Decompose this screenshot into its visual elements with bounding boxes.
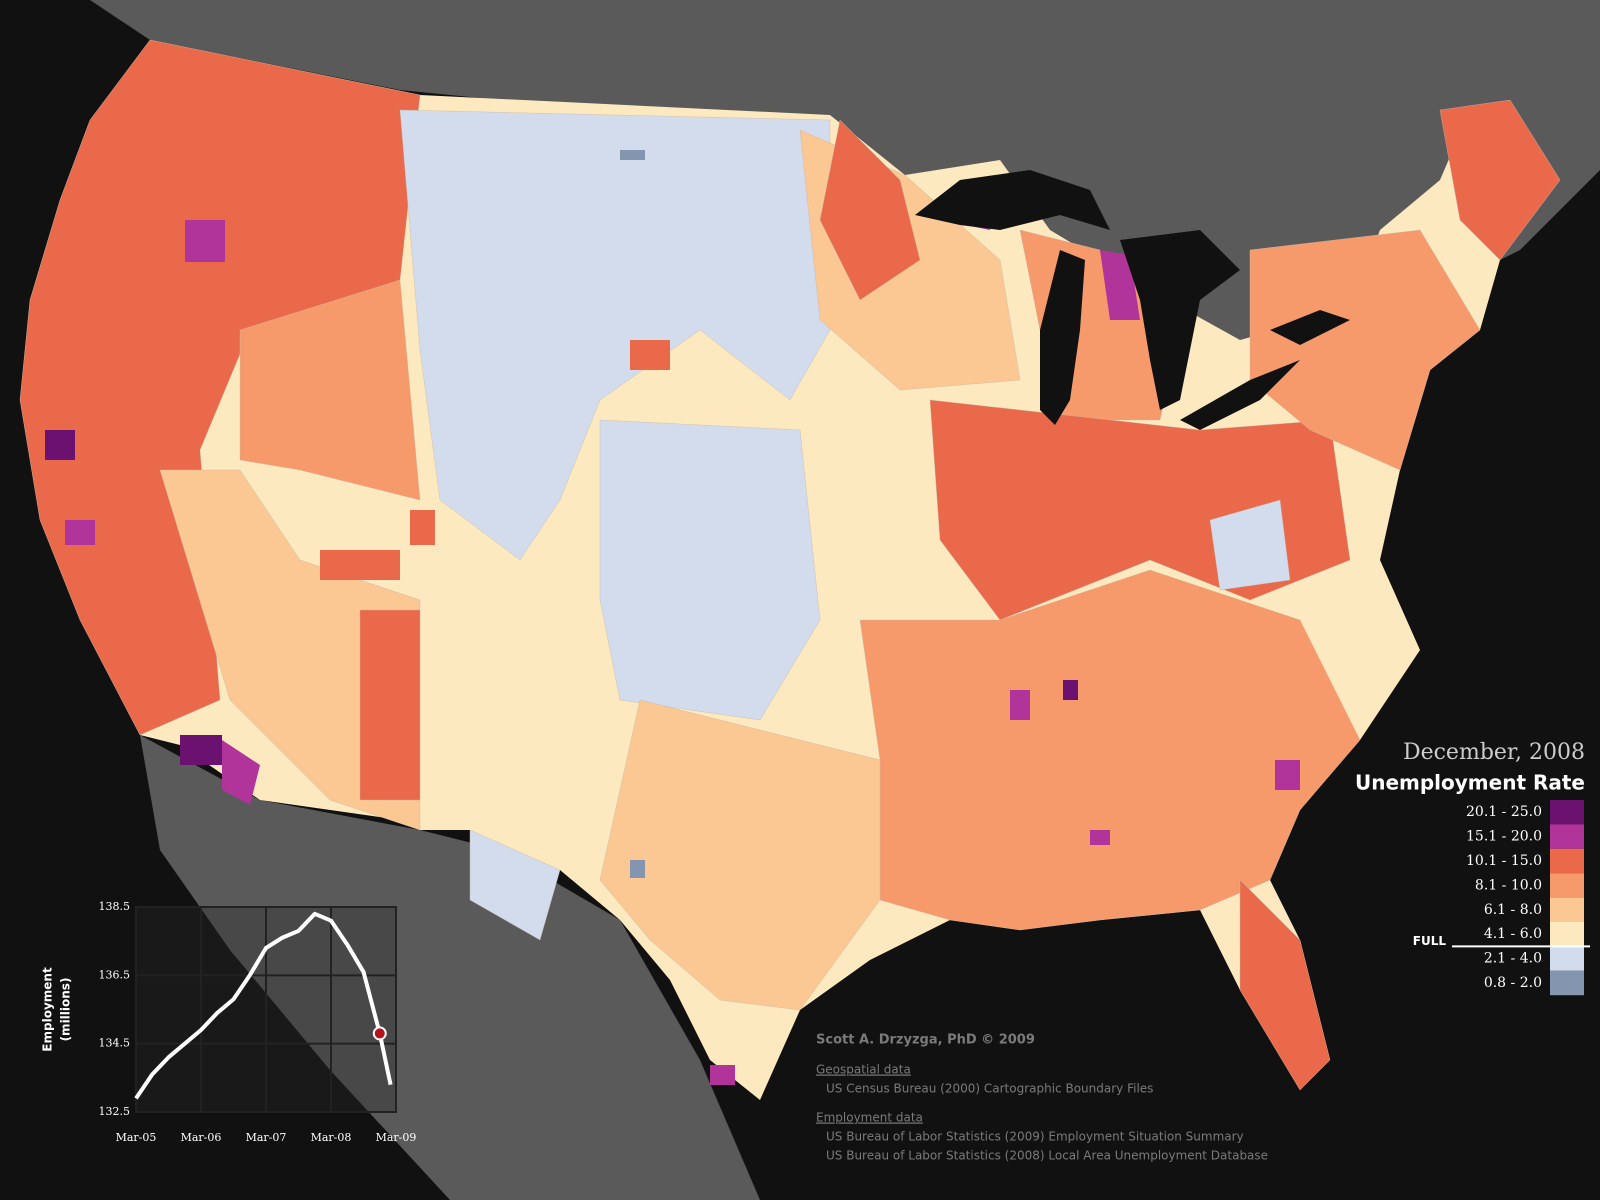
lake-michigan bbox=[1040, 250, 1085, 425]
map-region bbox=[1010, 690, 1030, 720]
legend-swatch bbox=[1550, 970, 1584, 996]
map-region bbox=[359, 609, 421, 801]
current-marker bbox=[372, 1026, 387, 1041]
map-region bbox=[320, 550, 400, 580]
map-region bbox=[1209, 499, 1291, 591]
map-region bbox=[620, 150, 645, 160]
y-tick-label: 132.5 bbox=[99, 1105, 131, 1118]
map-region bbox=[185, 220, 225, 262]
y-tick-label: 136.5 bbox=[99, 968, 131, 981]
legend-label: 6.1 - 8.0 bbox=[1484, 902, 1542, 918]
map-region bbox=[859, 569, 1361, 931]
map-region bbox=[180, 735, 222, 765]
map-region bbox=[239, 279, 421, 501]
x-tick-label: Mar-07 bbox=[246, 1131, 287, 1144]
great-lakes bbox=[915, 170, 1350, 430]
canada bbox=[90, 0, 1600, 380]
credit-heading: Employment data bbox=[816, 1111, 923, 1125]
credit-heading: Geospatial data bbox=[816, 1063, 911, 1077]
map-region bbox=[819, 119, 921, 301]
legend-swatch bbox=[1550, 922, 1584, 947]
x-tick-label: Mar-06 bbox=[181, 1131, 222, 1144]
legend-swatch bbox=[1550, 800, 1584, 825]
map-region bbox=[410, 510, 435, 545]
credits: Scott A. Drzyzga, PhD © 2009 Geospatial d… bbox=[816, 1033, 1268, 1163]
legend-title: Unemployment Rate bbox=[1355, 771, 1585, 795]
legend-swatch bbox=[1550, 946, 1584, 971]
legend-swatch bbox=[1550, 848, 1584, 874]
mexico bbox=[140, 735, 760, 1200]
legend-label: 20.1 - 25.0 bbox=[1466, 804, 1542, 820]
legend-label: 8.1 - 10.0 bbox=[1475, 877, 1542, 893]
y-axis-label: Employment bbox=[41, 967, 55, 1052]
legend-label: 0.8 - 2.0 bbox=[1484, 975, 1542, 991]
lake-erie bbox=[1180, 360, 1300, 430]
credit-author: Scott A. Drzyzga, PhD © 2009 bbox=[816, 1033, 1035, 1048]
map-region bbox=[710, 1065, 735, 1085]
map-region bbox=[599, 419, 821, 721]
y-axis-label: (millions) bbox=[59, 978, 73, 1042]
lake-ontario bbox=[1270, 310, 1350, 345]
map-region bbox=[469, 829, 561, 941]
map-region bbox=[1063, 680, 1078, 700]
map-region bbox=[222, 740, 260, 805]
map-region bbox=[1275, 760, 1300, 790]
x-tick-label: Mar-05 bbox=[116, 1131, 157, 1144]
legend-label: 2.1 - 4.0 bbox=[1484, 951, 1542, 967]
credit-source: US Bureau of Labor Statistics (2008) Loc… bbox=[826, 1149, 1268, 1163]
credit-source: US Census Bureau (2000) Cartographic Bou… bbox=[826, 1082, 1153, 1096]
map-region bbox=[45, 430, 75, 460]
map-region bbox=[65, 520, 95, 545]
legend-date: December, 2008 bbox=[1403, 740, 1585, 765]
map-region bbox=[1239, 879, 1331, 1091]
map-region bbox=[599, 699, 881, 1011]
legend-swatch bbox=[1550, 897, 1584, 922]
inset-chart: 132.5 134.5 136.5 138.5 Mar-05 Mar-06 Mar-07 Ma… bbox=[41, 900, 417, 1144]
legend-swatch bbox=[1550, 873, 1584, 898]
credit-source: US Bureau of Labor Statistics (2009) Emp… bbox=[826, 1130, 1244, 1144]
legend-label: 10.1 - 15.0 bbox=[1466, 853, 1542, 869]
x-tick-label: Mar-08 bbox=[311, 1131, 352, 1144]
map-region bbox=[630, 340, 670, 370]
full-label: FULL bbox=[1413, 934, 1447, 948]
lake-huron bbox=[1120, 230, 1240, 410]
legend-label: 15.1 - 20.0 bbox=[1466, 829, 1542, 845]
lake-superior bbox=[915, 170, 1110, 230]
legend-label: 4.1 - 6.0 bbox=[1484, 926, 1542, 942]
y-tick-label: 134.5 bbox=[99, 1037, 131, 1050]
legend-swatch bbox=[1550, 824, 1584, 849]
map-region bbox=[1090, 830, 1110, 845]
line bbox=[134, 911, 393, 1100]
x-tick-label: Mar-09 bbox=[376, 1131, 417, 1144]
map-region bbox=[630, 860, 645, 878]
y-tick-label: 138.5 bbox=[99, 900, 131, 913]
legend: December, 2008 Unemployment Rate 20.1 - 25… bbox=[1355, 740, 1590, 996]
map-region bbox=[1439, 99, 1561, 261]
